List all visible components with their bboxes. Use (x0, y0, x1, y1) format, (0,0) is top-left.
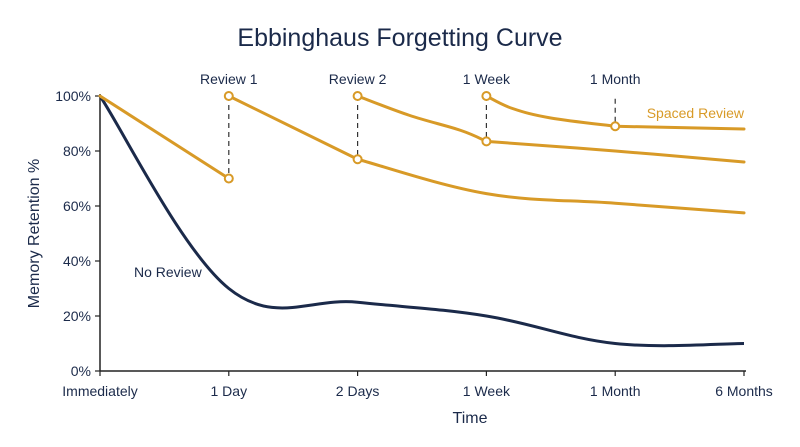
review-guides (228, 96, 616, 179)
review-point-marker (481, 136, 492, 147)
x-tick-label: 1 Month (590, 383, 641, 399)
x-axis-title: Time (453, 410, 488, 427)
review-annotation-label: 1 Month (590, 71, 641, 87)
no-review-line (98, 95, 745, 348)
series-lines (98, 94, 746, 348)
spaced-review-line (227, 94, 360, 161)
spaced-review-line (484, 94, 617, 128)
axes: 0% 20% 40% 60% 80% 100% Immediately 1 Day 2 Days… (26, 88, 773, 427)
review-point-marker (352, 154, 363, 165)
y-tick-label: 80% (63, 143, 91, 159)
spaced-review-line (484, 139, 746, 164)
x-tick-label: Immediately (62, 383, 137, 399)
x-tick-label: 1 Day (211, 383, 248, 399)
x-tick-label: 1 Week (463, 383, 511, 399)
review-point-marker (481, 91, 492, 101)
x-tick-label: 2 Days (336, 383, 380, 399)
y-tick-label: 100% (55, 88, 91, 104)
y-tick-label: 60% (63, 198, 91, 214)
review-point-marker (352, 91, 363, 101)
chart-title: Ebbinghaus Forgetting Curve (237, 24, 562, 52)
review-annotation-label: Review 2 (329, 71, 387, 87)
review-annotation-label: Review 1 (200, 71, 258, 87)
spaced-review-line (356, 94, 488, 143)
spaced-review-line (98, 94, 231, 180)
y-tick-label: 20% (63, 308, 91, 324)
spaced-review-label: Spaced Review (647, 105, 745, 121)
y-tick-label: 40% (63, 253, 91, 269)
y-tick-label: 0% (71, 363, 91, 379)
review-point-marker (223, 91, 234, 101)
no-review-label: No Review (134, 264, 203, 280)
review-point-marker (610, 121, 621, 132)
review-point-marker (223, 173, 234, 184)
review-annotation-label: 1 Week (463, 71, 511, 87)
x-tick-label: 6 Months (715, 383, 773, 399)
spaced-review-line (356, 157, 746, 215)
chart-labels: Review 1 Review 2 1 Week 1 Month No Review Sp… (134, 71, 745, 280)
y-axis-title: Memory Retention % (26, 159, 43, 308)
spaced-review-line (613, 124, 746, 131)
review-markers (223, 91, 621, 184)
